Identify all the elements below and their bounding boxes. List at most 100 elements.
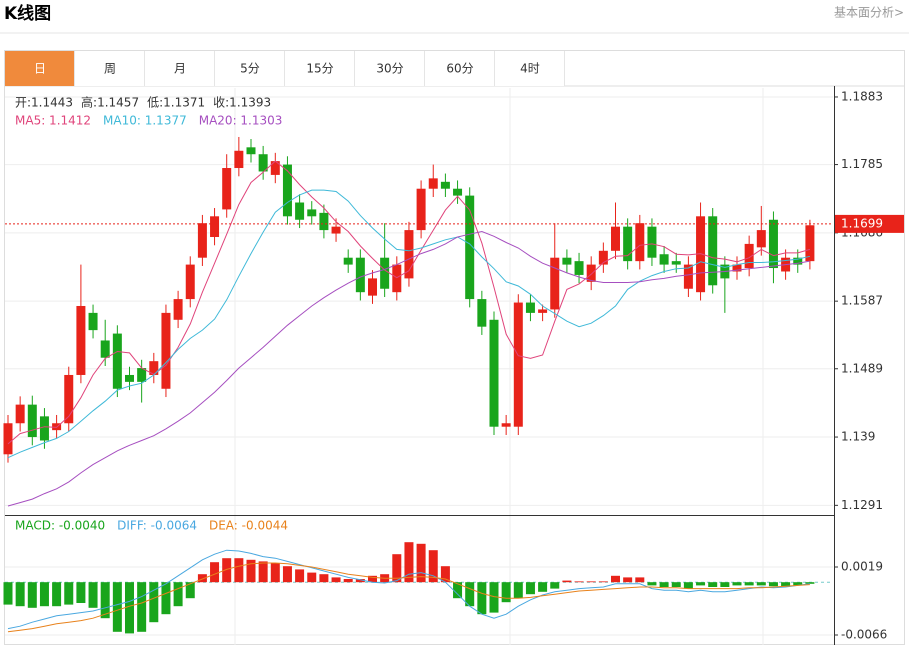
info-text: 开:1.1443 bbox=[15, 96, 73, 110]
tab[interactable] bbox=[355, 51, 424, 86]
y-tick-label: 1.1883 bbox=[841, 89, 883, 103]
macd-bar bbox=[100, 582, 110, 619]
tabs: 日 周 月 5分 15分 30分 60分 4时 bbox=[5, 51, 565, 86]
macd-bar bbox=[598, 581, 608, 583]
series-line bbox=[7, 160, 811, 445]
macd-bar bbox=[501, 582, 511, 603]
candle-body bbox=[331, 226, 341, 234]
tab[interactable] bbox=[495, 51, 564, 86]
macd-bar bbox=[282, 566, 292, 583]
macd-bar bbox=[805, 582, 815, 584]
candle-body bbox=[440, 181, 450, 189]
candle-body bbox=[222, 168, 232, 210]
candle-body bbox=[513, 302, 523, 427]
candle-body bbox=[270, 161, 280, 175]
macd-bar bbox=[513, 582, 523, 599]
macd-bar bbox=[64, 582, 74, 605]
macd-bar bbox=[246, 559, 256, 583]
macd-bar bbox=[793, 582, 803, 586]
macd-bar bbox=[404, 542, 414, 583]
macd-bar bbox=[210, 562, 220, 583]
macd-bar bbox=[732, 582, 742, 586]
candle-body bbox=[404, 230, 414, 279]
macd-bar bbox=[343, 579, 353, 583]
tab-label[interactable]: 周 bbox=[104, 62, 116, 76]
candle-body bbox=[197, 223, 207, 258]
candle-body bbox=[428, 178, 438, 189]
macd-bar bbox=[768, 582, 778, 587]
macd-bar bbox=[295, 569, 305, 583]
tab-label[interactable]: 月 bbox=[174, 62, 186, 76]
tab-label[interactable]: 日 bbox=[34, 62, 46, 76]
legend-entry: DIFF: -0.0064 bbox=[117, 519, 197, 533]
candle-body bbox=[173, 299, 183, 320]
tab-label[interactable]: 5分 bbox=[240, 62, 260, 76]
macd-bar bbox=[611, 575, 620, 583]
candle-body bbox=[586, 264, 596, 282]
tab[interactable] bbox=[145, 51, 214, 86]
info-text: 低:1.1371 bbox=[147, 96, 205, 110]
candle-body bbox=[623, 226, 633, 262]
candle-body bbox=[659, 254, 669, 265]
macd-bar bbox=[234, 558, 244, 583]
candle-body bbox=[64, 374, 74, 424]
candle-body bbox=[319, 212, 329, 231]
tab-label[interactable]: 4时 bbox=[520, 62, 540, 76]
candle-body bbox=[671, 261, 681, 265]
tab[interactable] bbox=[75, 51, 144, 86]
macd-bar bbox=[319, 574, 329, 583]
candle-body bbox=[125, 374, 134, 382]
legend-entry: MA10: 1.1377 bbox=[103, 114, 187, 128]
tab[interactable] bbox=[285, 51, 354, 86]
candle-body bbox=[574, 261, 584, 275]
tab-label[interactable]: 60分 bbox=[446, 62, 473, 76]
y-tick-label: 0.0019 bbox=[841, 560, 883, 574]
candle-body bbox=[307, 209, 317, 217]
tab-label[interactable]: 15分 bbox=[306, 62, 333, 76]
candle-body bbox=[355, 257, 365, 293]
macd-bar bbox=[270, 563, 280, 583]
macd-bar bbox=[635, 577, 645, 583]
macd-bar bbox=[3, 582, 13, 605]
candle-body bbox=[185, 264, 195, 300]
y-tick-label: -0.0066 bbox=[841, 628, 887, 642]
macd-bar bbox=[27, 582, 37, 608]
candle-body bbox=[258, 154, 268, 172]
info-text: 高:1.1457 bbox=[81, 95, 139, 110]
tab[interactable] bbox=[425, 51, 494, 86]
tab[interactable] bbox=[215, 51, 284, 86]
macd-bar bbox=[112, 582, 122, 632]
macd-bar bbox=[307, 572, 317, 583]
y-tick-label: 1.139 bbox=[841, 430, 875, 444]
analysis-link[interactable]: 基本面分析> bbox=[834, 6, 904, 20]
macd-bar bbox=[416, 543, 426, 583]
macd-bar bbox=[197, 574, 207, 583]
y-tick-label: 1.1587 bbox=[841, 294, 883, 308]
candle-body bbox=[282, 164, 292, 217]
candle-body bbox=[234, 150, 244, 169]
candle-body bbox=[611, 226, 620, 251]
series-line bbox=[7, 189, 811, 459]
macd-bar bbox=[465, 582, 475, 607]
candle-body bbox=[295, 202, 305, 220]
last-price-box bbox=[835, 214, 904, 233]
macd-bar bbox=[756, 582, 766, 586]
candle-body bbox=[246, 147, 256, 155]
candle-body bbox=[538, 309, 548, 313]
tab[interactable] bbox=[5, 51, 74, 86]
candle-body bbox=[696, 216, 706, 293]
macd-bar bbox=[550, 582, 560, 589]
candle-body bbox=[744, 243, 754, 269]
macd-bar bbox=[683, 582, 693, 589]
y-tick-label: 1.1489 bbox=[841, 361, 883, 375]
tab-label[interactable]: 30分 bbox=[376, 62, 403, 76]
info-text: 收:1.1393 bbox=[213, 96, 271, 110]
vertical-grid bbox=[234, 88, 764, 645]
series-line bbox=[7, 230, 810, 507]
plot: 1.18831.17851.16861.15871.14891.1391.129… bbox=[3, 89, 904, 642]
candle-body bbox=[100, 340, 110, 358]
macd-bar bbox=[489, 582, 499, 613]
candle-body bbox=[598, 250, 608, 265]
macd-bar bbox=[538, 582, 548, 592]
